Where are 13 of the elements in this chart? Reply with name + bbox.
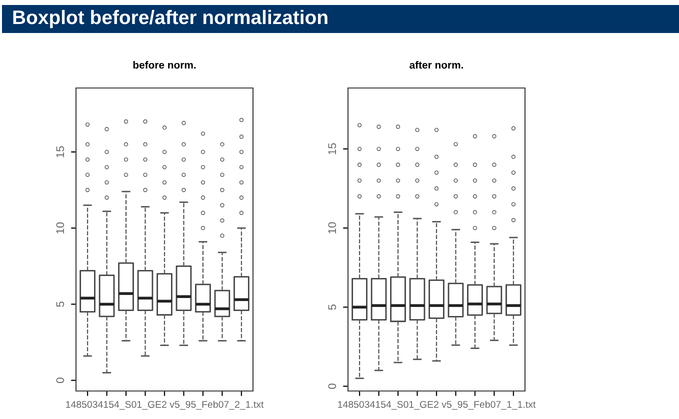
text: Boxplot before/after normalization xyxy=(13,10,328,28)
x-tick-label: 1485034154_S01_GE2 v5_95_Feb07_1_1.txt xyxy=(338,400,536,410)
chart-title: before norm. xyxy=(133,61,196,69)
x-tick-label: 1485034154_S01_GE2 v5_95_Feb07_2_1.txt xyxy=(66,400,264,410)
y-tick-label: 0 xyxy=(56,378,64,383)
y-tick-label: 15 xyxy=(56,146,64,158)
y-tick-label: 5 xyxy=(328,304,336,310)
y-tick-label: 15 xyxy=(328,143,336,154)
y-tick-label: 10 xyxy=(328,222,336,234)
y-tick-label: 10 xyxy=(56,222,64,234)
y-tick-label: 5 xyxy=(56,302,64,307)
chart-title: after norm. xyxy=(410,61,463,69)
y-tick-label: 0 xyxy=(328,384,336,389)
